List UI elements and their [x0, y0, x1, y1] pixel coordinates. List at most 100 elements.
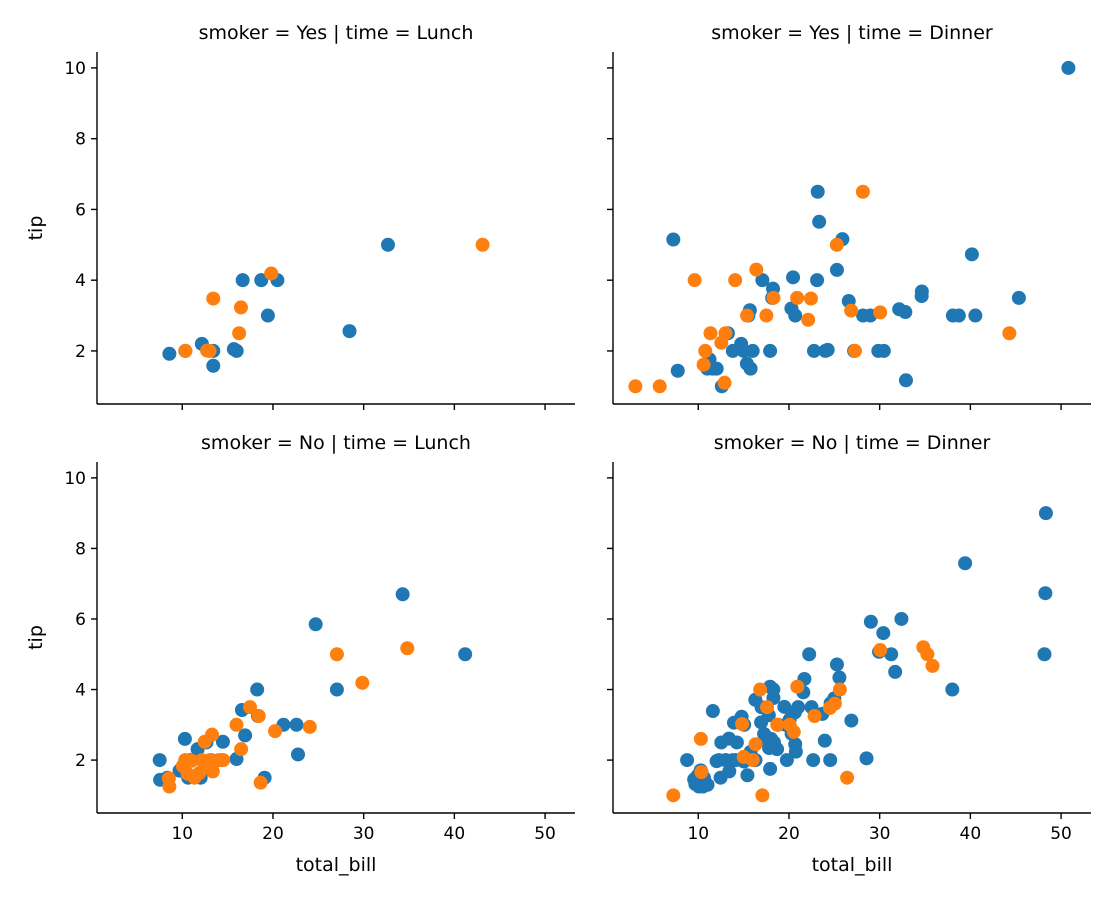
data-point-series-b [803, 291, 818, 306]
data-point-series-b [475, 237, 490, 252]
data-point-series-a [763, 761, 778, 776]
y-tick-label: 10 [64, 469, 86, 489]
data-point-series-b [233, 300, 248, 315]
data-point-series-b [760, 700, 775, 715]
data-point-series-a [964, 247, 979, 262]
data-point-series-a [820, 342, 835, 357]
data-point-series-b [243, 700, 258, 715]
y-tick-label: 2 [75, 751, 86, 771]
data-point-series-a [914, 284, 929, 299]
data-point-series-b [1002, 326, 1017, 341]
data-point-series-a [812, 214, 827, 229]
data-point-series-b [232, 326, 247, 341]
data-point-series-a [743, 361, 758, 376]
data-point-series-a [810, 184, 825, 199]
data-point-series-b [755, 788, 770, 803]
data-point-series-a [763, 343, 778, 358]
data-point-series-a [951, 308, 966, 323]
data-point-series-b [652, 379, 667, 394]
data-point-series-a [863, 614, 878, 629]
data-point-series-a [788, 308, 803, 323]
data-point-series-a [666, 232, 681, 247]
x-tick-label: 10 [687, 824, 709, 844]
data-point-series-b [628, 379, 643, 394]
x-tick-label: 20 [778, 824, 800, 844]
facet-panel-4: smoker = No | time = Dinner 10 20 30 40 50 tot… [607, 432, 1091, 876]
data-point-series-a [823, 753, 838, 768]
data-point-series-a [152, 753, 167, 768]
data-point-series-a [779, 753, 794, 768]
data-point-series-a [806, 753, 821, 768]
x-tick-label: 50 [1050, 824, 1072, 844]
data-point-series-a [342, 324, 357, 339]
data-point-series-b [264, 266, 279, 281]
data-point-series-b [329, 647, 344, 662]
x-tick-label: 30 [869, 824, 891, 844]
data-point-series-b [206, 291, 221, 306]
data-point-series-a [894, 611, 909, 626]
y-tick-label: 8 [75, 130, 86, 150]
data-point-series-a [177, 731, 192, 746]
data-point-series-b [920, 647, 935, 662]
data-point-series-a [876, 626, 891, 641]
data-point-series-b [694, 765, 709, 780]
data-point-series-a [802, 647, 817, 662]
data-point-series-a [786, 270, 801, 285]
data-point-series-b [693, 731, 708, 746]
data-point-series-a [898, 373, 913, 388]
data-point-series-a [238, 728, 253, 743]
y-tick-label: 6 [75, 200, 86, 220]
data-point-series-a [458, 647, 473, 662]
data-point-series-b [753, 682, 768, 697]
data-point-series-b [229, 717, 244, 732]
data-point-series-a [729, 735, 744, 750]
panel-title: smoker = No | time = Lunch [201, 432, 471, 454]
data-point-series-a [817, 733, 832, 748]
data-point-series-b [205, 727, 220, 742]
y-tick-label: 4 [75, 271, 86, 291]
data-point-series-a [722, 764, 737, 779]
x-tick-label: 40 [444, 824, 466, 844]
data-point-series-b [687, 273, 702, 288]
data-point-series-b [844, 303, 859, 318]
data-point-series-b [829, 237, 844, 252]
data-point-series-b [832, 682, 847, 697]
data-point-series-a [755, 273, 770, 288]
data-point-series-b [355, 675, 370, 690]
data-point-series-b [759, 308, 774, 323]
data-point-series-b [666, 788, 681, 803]
data-point-series-a [777, 699, 792, 714]
data-point-series-a [791, 700, 806, 715]
data-point-series-b [790, 290, 805, 305]
data-point-series-a [235, 273, 250, 288]
data-point-series-b [770, 717, 785, 732]
data-point-series-a [832, 670, 847, 685]
data-point-series-b [790, 679, 805, 694]
data-point-series-a [260, 308, 275, 323]
data-point-series-b [786, 724, 801, 739]
data-point-series-a [1038, 506, 1053, 521]
panel-title: smoker = Yes | time = Dinner [711, 22, 993, 44]
data-point-series-b [728, 273, 743, 288]
x-tick-label: 30 [353, 824, 375, 844]
data-point-series-a [290, 747, 305, 762]
data-point-series-a [968, 308, 983, 323]
data-point-series-a [1061, 60, 1076, 75]
data-point-series-b [740, 308, 755, 323]
data-point-series-a [709, 361, 724, 376]
data-point-series-a [162, 346, 177, 361]
data-point-series-b [745, 753, 760, 768]
data-point-series-b [234, 742, 249, 757]
data-point-series-a [745, 343, 760, 358]
data-point-series-b [698, 343, 713, 358]
facet-panel-3: smoker = No | time = Lunch 10 20 30 40 50 2 4 6 8… [25, 432, 575, 876]
y-tick-label: 4 [75, 681, 86, 701]
data-point-series-b [840, 770, 855, 785]
data-point-series-a [229, 343, 244, 358]
data-point-series-b [162, 779, 177, 794]
data-point-series-a [380, 237, 395, 252]
data-point-series-b [178, 343, 193, 358]
data-point-series-a [670, 363, 685, 378]
